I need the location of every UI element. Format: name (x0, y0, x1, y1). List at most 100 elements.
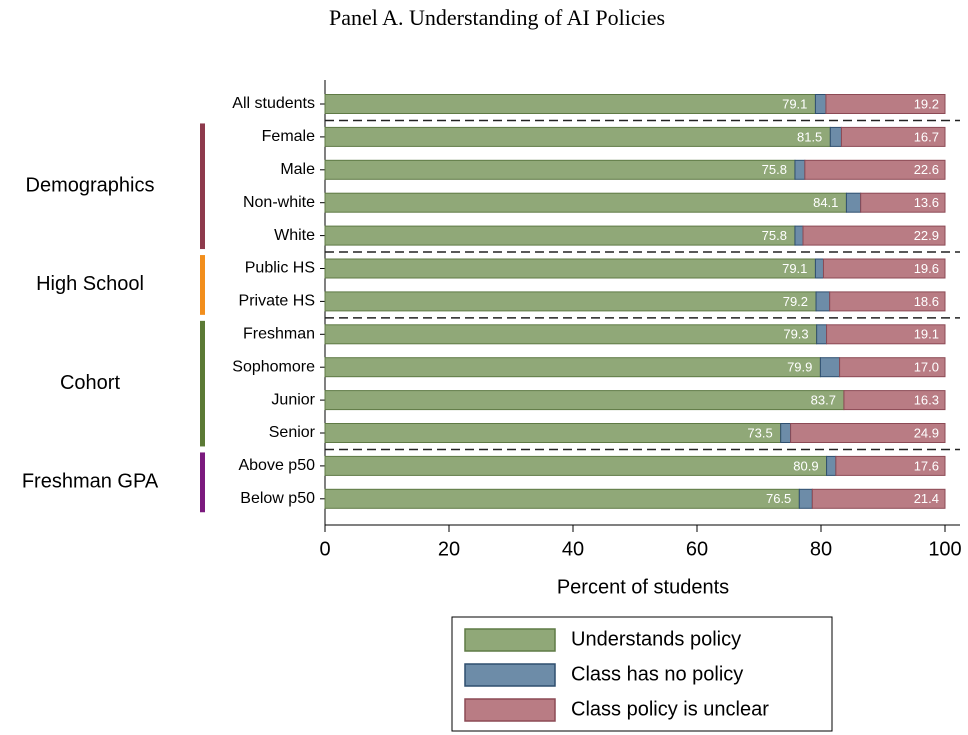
bar-segment (802, 225, 946, 246)
value-label: 22.9 (914, 228, 939, 243)
bar-segment (324, 455, 828, 476)
bar-segment (324, 126, 831, 147)
x-tick-label: 80 (810, 538, 832, 560)
bar-segment (822, 258, 946, 279)
y-tick-label: Female (262, 128, 315, 145)
value-label: 16.3 (914, 393, 939, 408)
y-tick-label: Senior (269, 424, 316, 441)
value-label: 79.1 (782, 261, 807, 276)
bar-segment (324, 291, 817, 312)
x-axis-label: Percent of students (557, 576, 729, 598)
group-label: Freshman GPA (22, 471, 159, 493)
value-label: 24.9 (914, 425, 939, 440)
bar-segment (843, 390, 946, 411)
x-tick-label: 0 (319, 538, 330, 560)
value-label: 16.7 (914, 129, 939, 144)
bar-segment (324, 488, 800, 509)
y-tick-label: Junior (271, 391, 315, 408)
x-tick-label: 40 (562, 538, 584, 560)
y-tick-label: Above p50 (238, 457, 315, 474)
value-label: 79.3 (783, 327, 808, 342)
y-tick-label: Male (280, 161, 315, 178)
bar-segment (794, 225, 804, 246)
legend-label: Class has no policy (571, 663, 743, 685)
value-label: 75.8 (762, 162, 787, 177)
y-tick-label: Freshman (243, 326, 315, 343)
group-bar (200, 255, 205, 315)
group-bar (200, 123, 205, 250)
x-tick-label: 100 (928, 538, 961, 560)
bar-segment (819, 357, 841, 378)
bar-segment (324, 192, 847, 213)
bar-segment (324, 390, 845, 411)
bar-segment (860, 192, 946, 213)
group-label: Cohort (60, 372, 120, 394)
bar-segment (835, 455, 946, 476)
chart-title: Panel A. Understanding of AI Policies (329, 5, 665, 30)
bar-segment (825, 94, 946, 114)
bar-segment (790, 423, 946, 443)
value-label: 75.8 (762, 228, 787, 243)
group-bar (200, 452, 205, 513)
bar-segment (829, 291, 946, 312)
bar-segment (816, 324, 828, 345)
value-label: 13.6 (914, 195, 939, 210)
legend-swatch (464, 628, 556, 652)
bar-segment (826, 455, 837, 476)
bar-segment (814, 94, 827, 114)
legend-swatch (464, 663, 556, 687)
y-tick-label: White (274, 227, 315, 244)
bar-segment (324, 225, 796, 246)
group-bar (200, 320, 205, 447)
value-label: 79.2 (783, 294, 808, 309)
y-tick-label: Private HS (239, 293, 315, 310)
group-label: High School (36, 273, 144, 295)
bar-segment (324, 258, 816, 279)
value-label: 19.1 (914, 327, 939, 342)
value-label: 79.1 (782, 96, 807, 111)
bar-segment (840, 126, 946, 147)
bar-segment (845, 192, 862, 213)
bar-segment (804, 159, 946, 180)
y-tick-label: All students (232, 95, 315, 112)
value-label: 76.5 (766, 491, 791, 506)
y-tick-label: Non-white (243, 194, 315, 211)
bar-segment (814, 258, 824, 279)
y-tick-label: Below p50 (240, 490, 315, 507)
value-label: 83.7 (811, 393, 836, 408)
bar-segment (839, 357, 946, 378)
legend-swatch (464, 698, 556, 722)
x-tick-label: 60 (686, 538, 708, 560)
legend-label: Class policy is unclear (571, 698, 769, 720)
value-label: 18.6 (914, 294, 939, 309)
bar-segment (324, 94, 816, 114)
bar-segment (811, 488, 946, 509)
group-label: Demographics (26, 175, 155, 197)
value-label: 19.2 (914, 96, 939, 111)
value-label: 84.1 (813, 195, 838, 210)
bar-segment (829, 126, 842, 147)
value-label: 21.4 (914, 491, 939, 506)
bar-segment (826, 324, 946, 345)
value-label: 17.0 (914, 360, 939, 375)
x-tick-label: 20 (438, 538, 460, 560)
bar-segment (798, 488, 813, 509)
value-label: 80.9 (793, 458, 818, 473)
value-label: 17.6 (914, 458, 939, 473)
y-tick-label: Sophomore (232, 358, 315, 375)
y-tick-label: Public HS (245, 260, 315, 277)
bar-segment (794, 159, 806, 180)
value-label: 81.5 (797, 129, 822, 144)
bar-segment (324, 357, 821, 378)
bar-segment (324, 423, 782, 443)
value-label: 79.9 (787, 360, 812, 375)
value-label: 22.6 (914, 162, 939, 177)
value-label: 73.5 (747, 425, 772, 440)
bar-segment (815, 291, 831, 312)
bar-segment (780, 423, 792, 443)
bar-segment (324, 324, 818, 345)
bar-segment (324, 159, 796, 180)
value-label: 19.6 (914, 261, 939, 276)
legend-label: Understands policy (571, 628, 741, 650)
